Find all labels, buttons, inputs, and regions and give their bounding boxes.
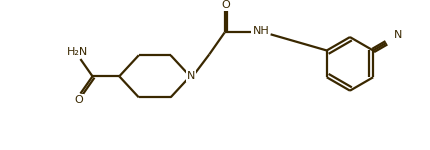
Text: O: O xyxy=(74,95,83,105)
Text: N: N xyxy=(187,71,195,81)
Text: O: O xyxy=(221,0,230,10)
Text: N: N xyxy=(394,30,402,40)
Text: NH: NH xyxy=(253,26,270,36)
Text: H₂N: H₂N xyxy=(67,47,88,57)
